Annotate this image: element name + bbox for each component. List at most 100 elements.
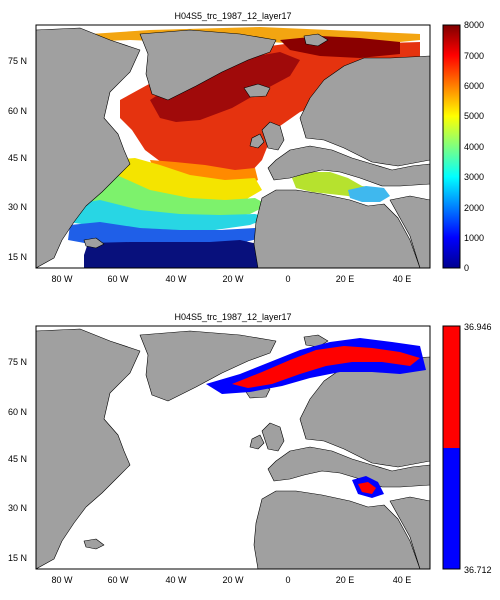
lon-label: 0 [285, 274, 290, 284]
land-caribbean [83, 237, 105, 249]
lat-suffix: N [21, 252, 28, 262]
land-europe [267, 145, 430, 187]
lon-suffix: W [120, 274, 129, 284]
land-africa [253, 189, 421, 268]
lon-label: 40 [165, 575, 175, 585]
land [36, 328, 430, 569]
panel-title: H04S5_trc_1987_12_layer17 [174, 312, 291, 322]
colorbar-tick: 4000 [464, 142, 484, 152]
threshold-field [206, 338, 426, 498]
lon-suffix: W [178, 274, 187, 284]
lon-suffix: E [348, 274, 354, 284]
svg-text:80 W: 80 W [51, 274, 73, 284]
lat-suffix: N [21, 153, 28, 163]
svg-text:0: 0 [285, 575, 290, 585]
colorbar-tick: 6000 [464, 81, 484, 91]
colorbar-red-segment [443, 326, 460, 448]
panel-top: H04S5_trc_1987_12_layer17 [8, 11, 484, 284]
lon-label: 60 [107, 575, 117, 585]
colorbar-tick: 5000 [464, 111, 484, 121]
map-area [36, 326, 430, 569]
land-africa [253, 490, 421, 569]
lat-suffix: N [21, 553, 28, 563]
lon-suffix: W [235, 274, 244, 284]
field-cyan-band [68, 200, 268, 230]
map-area [36, 25, 430, 268]
land-north-america [36, 328, 141, 569]
land-ireland [249, 133, 265, 149]
land-iceland [243, 83, 271, 98]
svg-text:20 E: 20 E [336, 575, 355, 585]
lat-label: 15 [8, 252, 18, 262]
svg-text:15 N: 15 N [8, 553, 27, 563]
lon-suffix: E [348, 575, 354, 585]
colorbar-ticks: 36.946 36.712 [464, 322, 492, 575]
colorbar-gradient [442, 24, 461, 269]
svg-text:75 N: 75 N [8, 357, 27, 367]
land-europe [267, 446, 430, 488]
colorbar-blue-segment [443, 448, 460, 569]
lon-suffix: W [64, 274, 73, 284]
svg-text:0: 0 [285, 274, 290, 284]
lat-axis: 75 N 60 N 45 N 30 N 15 N [8, 357, 27, 563]
colorbar-tick: 2000 [464, 203, 484, 213]
colorbar-tick: 8000 [464, 20, 484, 30]
lon-label: 20 [222, 274, 232, 284]
land-ireland [249, 434, 265, 450]
lon-suffix: W [235, 575, 244, 585]
field-green-band [80, 172, 268, 218]
field-dark-red-core [150, 52, 300, 122]
land-scandinavia [299, 356, 430, 468]
colorbar-tick: 7000 [464, 51, 484, 61]
svg-text:40 W: 40 W [165, 274, 187, 284]
lat-suffix: N [21, 503, 28, 513]
svg-text:20 W: 20 W [222, 274, 244, 284]
lon-suffix: E [405, 274, 411, 284]
lon-suffix: W [120, 575, 129, 585]
lat-suffix: N [21, 407, 28, 417]
svg-text:45 N: 45 N [8, 454, 27, 464]
svg-text:30 N: 30 N [8, 503, 27, 513]
lon-label: 60 [107, 274, 117, 284]
field-red-med [358, 482, 376, 494]
lat-label: 45 [8, 153, 18, 163]
map-frame [35, 24, 431, 269]
svg-text:40 E: 40 E [393, 575, 412, 585]
lat-suffix: N [21, 202, 28, 212]
map-frame [35, 325, 431, 570]
lat-label: 60 [8, 407, 18, 417]
svg-text:15 N: 15 N [8, 252, 27, 262]
lat-label: 60 [8, 106, 18, 116]
lat-label: 30 [8, 503, 18, 513]
panel-bottom: H04S5_trc_1987_12_layer17 [8, 312, 492, 585]
svg-text:60 W: 60 W [107, 274, 129, 284]
colorbar-jet: 0 1000 2000 3000 4000 5000 6000 7000 800… [442, 20, 484, 273]
lon-label: 20 [336, 575, 346, 585]
lon-label: 80 [51, 575, 61, 585]
lat-suffix: N [21, 357, 28, 367]
lat-label: 75 [8, 357, 18, 367]
colorbar-tick: 0 [464, 263, 469, 273]
lat-suffix: N [21, 56, 28, 66]
lon-suffix: W [64, 575, 73, 585]
lat-suffix: N [21, 106, 28, 116]
svg-text:20 E: 20 E [336, 274, 355, 284]
colorbar-tick: 3000 [464, 172, 484, 182]
lat-label: 45 [8, 454, 18, 464]
land-north-america [36, 27, 141, 268]
land-greenland [139, 330, 277, 402]
svg-text:30 N: 30 N [8, 202, 27, 212]
land-uk [261, 422, 285, 452]
svg-text:20 W: 20 W [222, 575, 244, 585]
colorbar-tick: 36.946 [464, 322, 492, 332]
field-red-arctic [232, 346, 420, 388]
lon-label: 20 [222, 575, 232, 585]
lon-label: 80 [51, 274, 61, 284]
colorbar-ticks: 0 1000 2000 3000 4000 5000 6000 7000 800… [464, 20, 484, 273]
lat-axis: 75 N 60 N 45 N 30 N 15 N [8, 56, 27, 262]
land-uk [261, 121, 285, 151]
colorbar-frame [442, 325, 461, 570]
colorbar-tick: 36.712 [464, 565, 492, 575]
lat-label: 30 [8, 202, 18, 212]
